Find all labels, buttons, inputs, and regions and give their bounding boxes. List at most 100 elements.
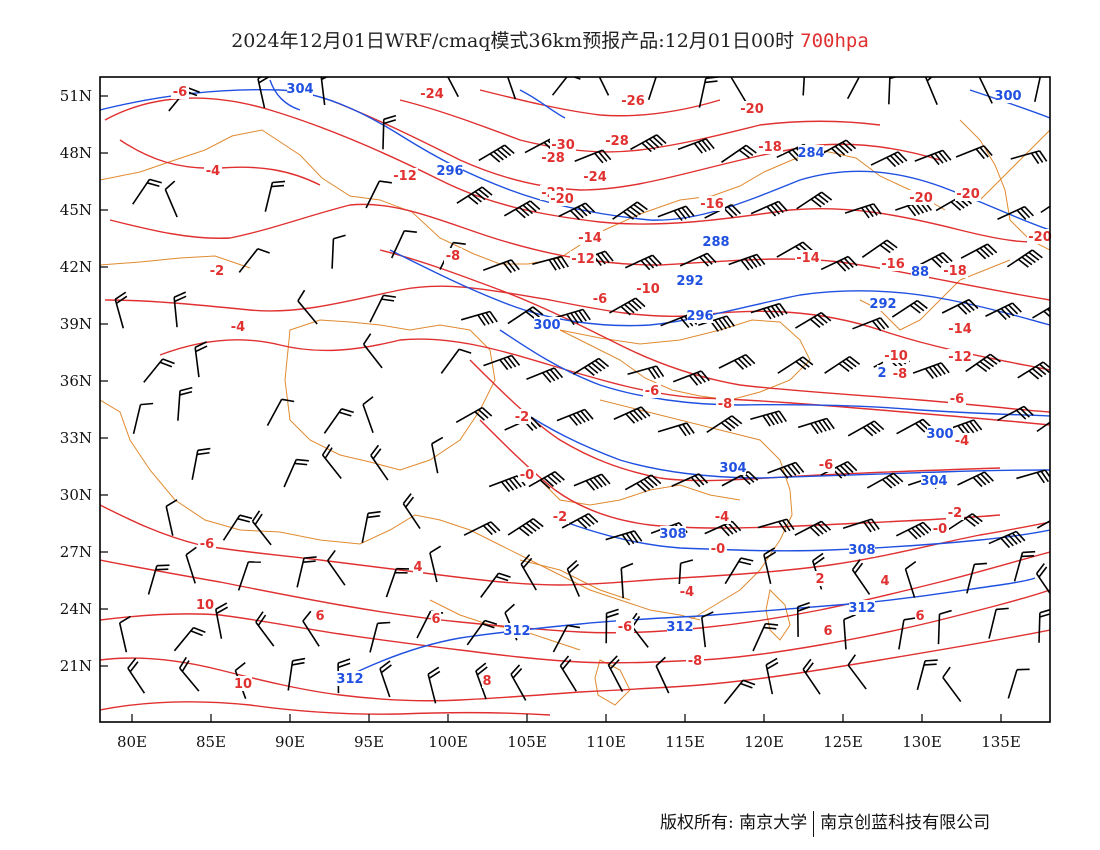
contour-label: 88: [911, 265, 929, 280]
contour-label: -4: [680, 585, 694, 600]
contour-label: -16: [881, 257, 905, 272]
wind-barb: [572, 357, 610, 376]
contour-label-bg: [444, 248, 462, 263]
wind-barb: [750, 200, 788, 217]
wind-barb: [847, 420, 885, 437]
longitude-axis: 80E 85E 90E 95E 100E 105E 110E 115E 120E 125E 130E…: [117, 714, 1021, 751]
contour-label: 284: [797, 146, 824, 161]
lat-label: 33N: [60, 429, 92, 447]
title-level: 700hpa: [800, 30, 869, 52]
wind-barb: [503, 200, 541, 219]
contour-label: -6: [593, 292, 607, 307]
wind-barb: [912, 362, 950, 379]
plot-frame: [99, 76, 1051, 723]
contour-label-bg: [635, 281, 661, 296]
contour-label-bg: [234, 676, 252, 691]
contour-label: -6: [200, 537, 214, 552]
wind-barb: [763, 547, 777, 584]
contour-label-bg: [196, 597, 214, 612]
wind-barb: [478, 144, 515, 163]
contour-label: 304: [286, 82, 313, 97]
wind-barb: [532, 255, 569, 271]
contour-label: -14: [796, 251, 820, 266]
wind-barb: [1036, 519, 1050, 529]
contour-label-bg: [551, 509, 569, 524]
contour-label-bg: [870, 296, 896, 311]
wind-barb: [456, 186, 493, 205]
wind-barb: [559, 655, 577, 692]
contour-label-bg: [891, 366, 909, 381]
footer-separator: [813, 810, 815, 837]
wind-barb: [724, 557, 754, 585]
wind-barb: [551, 77, 581, 96]
company-name: 南京创蓝科技有限公司: [820, 813, 991, 833]
wind-barb: [460, 310, 498, 326]
lat-label: 27N: [60, 543, 92, 561]
wind-barb: [609, 297, 646, 316]
wind-barb: [455, 406, 493, 424]
wind-barb: [1066, 146, 1100, 161]
contour-label: -6: [645, 384, 659, 399]
contour-label-bg: [337, 671, 363, 686]
contour-label: -6: [819, 458, 833, 473]
wind-barb: [985, 302, 1022, 321]
contour-label-bg: [504, 623, 530, 638]
contour-label: -20: [550, 192, 574, 207]
wind-barb: [429, 545, 442, 583]
contour-label-bg: [204, 163, 222, 178]
lat-label: 51N: [60, 87, 92, 105]
wind-barb: [730, 77, 748, 104]
wind-barb: [173, 291, 187, 328]
wind-barb: [379, 660, 392, 698]
wind-barb: [255, 611, 275, 647]
lon-label: 95E: [354, 733, 384, 751]
lat-label: 24N: [60, 600, 92, 618]
wind-barb: [321, 443, 342, 480]
wind-barb: [657, 205, 695, 221]
wind-barb: [820, 255, 858, 272]
contour-label: -12: [393, 169, 417, 184]
contour-label: -28: [605, 134, 629, 149]
lat-label: 45N: [60, 201, 92, 219]
temperature-contour-labels: -6-24-26-20-28-30-28-18-4-12-24-22-20-16…: [171, 84, 1053, 692]
wind-barb: [369, 621, 391, 653]
contour-label-bg: [687, 308, 713, 323]
wind-barb: [283, 458, 309, 488]
wind-barb: [861, 239, 898, 258]
contour-label: -6: [618, 620, 632, 635]
wind-barb: [528, 470, 565, 490]
wind-barb: [297, 289, 318, 325]
wind-barb: [362, 333, 383, 369]
wind-barb: [937, 609, 952, 645]
wind-barb: [251, 510, 272, 546]
contour-label: -2: [553, 510, 567, 525]
wind-barb: [843, 613, 856, 650]
contour-label: -4: [955, 434, 969, 449]
wind-barb: [946, 513, 983, 531]
wind-barb: [620, 562, 634, 599]
wind-barb: [1007, 668, 1030, 699]
contour-label-bg: [757, 139, 783, 154]
wind-barb: [463, 521, 501, 536]
wind-barb: [127, 657, 146, 694]
wind-barb: [302, 610, 320, 647]
wind-barb: [214, 602, 228, 639]
lon-label: 135E: [981, 733, 1021, 751]
wind-barb: [701, 611, 714, 648]
wind-barb: [997, 205, 1034, 220]
height-contour-labels: 304 3002842962882928829229630023003043043…: [286, 81, 1022, 687]
contour-label: 300: [926, 427, 953, 442]
wind-barb: [296, 556, 317, 588]
contour-label: 4: [413, 560, 422, 575]
wind-barb: [795, 311, 832, 329]
contour-label: -14: [578, 231, 602, 246]
contour-label: -2: [515, 410, 529, 425]
contour-label-bg: [577, 230, 603, 245]
contour-label-bg: [686, 653, 704, 668]
wind-barb: [916, 659, 938, 691]
wind-barb: [966, 562, 987, 594]
wind-barb: [796, 601, 810, 637]
wind-barb: [750, 410, 787, 427]
wind-barb: [942, 666, 962, 703]
